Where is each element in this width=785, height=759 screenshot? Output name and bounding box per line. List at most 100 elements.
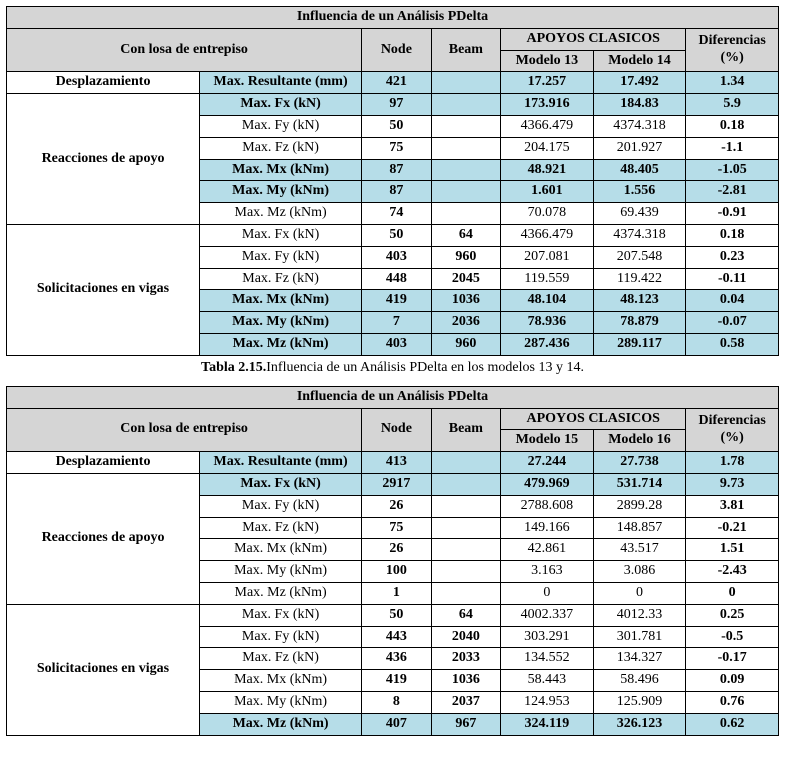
- val-a-cell: 324.119: [501, 713, 594, 735]
- node-cell: 403: [362, 333, 431, 355]
- diff-cell: 0: [686, 582, 779, 604]
- node-cell: 421: [362, 72, 431, 94]
- val-b-cell: 4012.33: [593, 604, 686, 626]
- section-reacciones: Reacciones de apoyo: [7, 473, 200, 604]
- node-cell: 403: [362, 246, 431, 268]
- section-solicitaciones: Solicitaciones en vigas: [7, 604, 200, 735]
- val-a-cell: 3.163: [501, 561, 594, 583]
- param-cell: Max. Fz (kN): [200, 268, 362, 290]
- val-a-cell: 2788.608: [501, 495, 594, 517]
- param-cell: Max. Mz (kNm): [200, 203, 362, 225]
- diff-cell: 9.73: [686, 473, 779, 495]
- table-row: Influencia de un Análisis PDelta: [7, 7, 779, 29]
- param-cell: Max. Mz (kNm): [200, 582, 362, 604]
- val-b-cell: 531.714: [593, 473, 686, 495]
- diff-cell: -1.1: [686, 137, 779, 159]
- node-cell: 26: [362, 539, 431, 561]
- param-cell: Max. My (kNm): [200, 181, 362, 203]
- diff-cell: -1.05: [686, 159, 779, 181]
- diff-cell: 0.62: [686, 713, 779, 735]
- node-cell: 436: [362, 648, 431, 670]
- node-cell: 419: [362, 670, 431, 692]
- val-a-cell: 0: [501, 582, 594, 604]
- val-a-cell: 207.081: [501, 246, 594, 268]
- val-b-cell: 3.086: [593, 561, 686, 583]
- beam-cell: 2037: [431, 691, 500, 713]
- val-a-cell: 4366.479: [501, 224, 594, 246]
- model-a: Modelo 15: [501, 430, 594, 452]
- pdelta-table-2: Influencia de un Análisis PDelta Con los…: [6, 386, 779, 736]
- node-cell: 8: [362, 691, 431, 713]
- param-cell: Max. Fy (kN): [200, 246, 362, 268]
- val-b-cell: 301.781: [593, 626, 686, 648]
- diff-cell: 1.78: [686, 452, 779, 474]
- beam-cell: [431, 452, 500, 474]
- val-b-cell: 2899.28: [593, 495, 686, 517]
- diff-cell: 0.23: [686, 246, 779, 268]
- diff-cell: 0.25: [686, 604, 779, 626]
- param-cell: Max. Mz (kNm): [200, 333, 362, 355]
- beam-cell: 2040: [431, 626, 500, 648]
- val-a-cell: 134.552: [501, 648, 594, 670]
- model-b: Modelo 14: [593, 50, 686, 72]
- diff-cell: -0.07: [686, 312, 779, 334]
- param-cell: Max. Mx (kNm): [200, 290, 362, 312]
- section-desplazamiento: Desplazamiento: [7, 72, 200, 94]
- node-cell: 97: [362, 94, 431, 116]
- val-b-cell: 201.927: [593, 137, 686, 159]
- node-cell: 419: [362, 290, 431, 312]
- diff-cell: 0.58: [686, 333, 779, 355]
- val-b-cell: 0: [593, 582, 686, 604]
- param-cell: Max. Fz (kN): [200, 137, 362, 159]
- beam-cell: 967: [431, 713, 500, 735]
- table-row: Desplazamiento Max. Resultante (mm) 421 …: [7, 72, 779, 94]
- node-cell: 87: [362, 159, 431, 181]
- section-solicitaciones: Solicitaciones en vigas: [7, 224, 200, 355]
- table-title: Influencia de un Análisis PDelta: [7, 386, 779, 408]
- apoyos-label: APOYOS CLASICOS: [501, 28, 686, 50]
- val-b-cell: 69.439: [593, 203, 686, 225]
- diff-label: Diferencias (%): [686, 408, 779, 452]
- beam-cell: [431, 137, 500, 159]
- param-cell: Max. Fx (kN): [200, 604, 362, 626]
- val-a-cell: 479.969: [501, 473, 594, 495]
- model-a: Modelo 13: [501, 50, 594, 72]
- diff-cell: 0.18: [686, 224, 779, 246]
- param-cell: Max. Resultante (mm): [200, 452, 362, 474]
- node-cell: 407: [362, 713, 431, 735]
- val-b-cell: 27.738: [593, 452, 686, 474]
- node-cell: 7: [362, 312, 431, 334]
- val-b-cell: 119.422: [593, 268, 686, 290]
- sub-label: Con losa de entrepiso: [7, 28, 362, 72]
- diff-cell: 3.81: [686, 495, 779, 517]
- beam-cell: [431, 72, 500, 94]
- diff-cell: 1.34: [686, 72, 779, 94]
- val-a-cell: 124.953: [501, 691, 594, 713]
- val-b-cell: 4374.318: [593, 115, 686, 137]
- diff-cell: 0.09: [686, 670, 779, 692]
- param-cell: Max. Fz (kN): [200, 648, 362, 670]
- beam-cell: [431, 582, 500, 604]
- beam-cell: 64: [431, 224, 500, 246]
- val-a-cell: 70.078: [501, 203, 594, 225]
- val-b-cell: 43.517: [593, 539, 686, 561]
- pdelta-table-1: Influencia de un Análisis PDelta Con los…: [6, 6, 779, 356]
- val-b-cell: 17.492: [593, 72, 686, 94]
- beam-cell: 2036: [431, 312, 500, 334]
- val-a-cell: 119.559: [501, 268, 594, 290]
- val-a-cell: 204.175: [501, 137, 594, 159]
- val-b-cell: 48.123: [593, 290, 686, 312]
- diff-cell: -0.11: [686, 268, 779, 290]
- param-cell: Max. Fx (kN): [200, 224, 362, 246]
- param-cell: Max. Fx (kN): [200, 473, 362, 495]
- param-cell: Max. My (kNm): [200, 691, 362, 713]
- node-cell: 100: [362, 561, 431, 583]
- diff-cell: 1.51: [686, 539, 779, 561]
- val-b-cell: 125.909: [593, 691, 686, 713]
- node-cell: 413: [362, 452, 431, 474]
- table-caption: Tabla 2.15.Influencia de un Análisis PDe…: [6, 356, 779, 386]
- val-b-cell: 326.123: [593, 713, 686, 735]
- model-b: Modelo 16: [593, 430, 686, 452]
- beam-cell: [431, 159, 500, 181]
- node-cell: 50: [362, 115, 431, 137]
